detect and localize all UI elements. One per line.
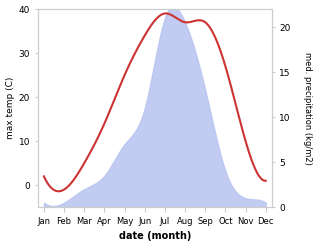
Y-axis label: max temp (C): max temp (C)	[5, 77, 15, 139]
Y-axis label: med. precipitation (kg/m2): med. precipitation (kg/m2)	[303, 52, 313, 165]
X-axis label: date (month): date (month)	[119, 231, 191, 242]
